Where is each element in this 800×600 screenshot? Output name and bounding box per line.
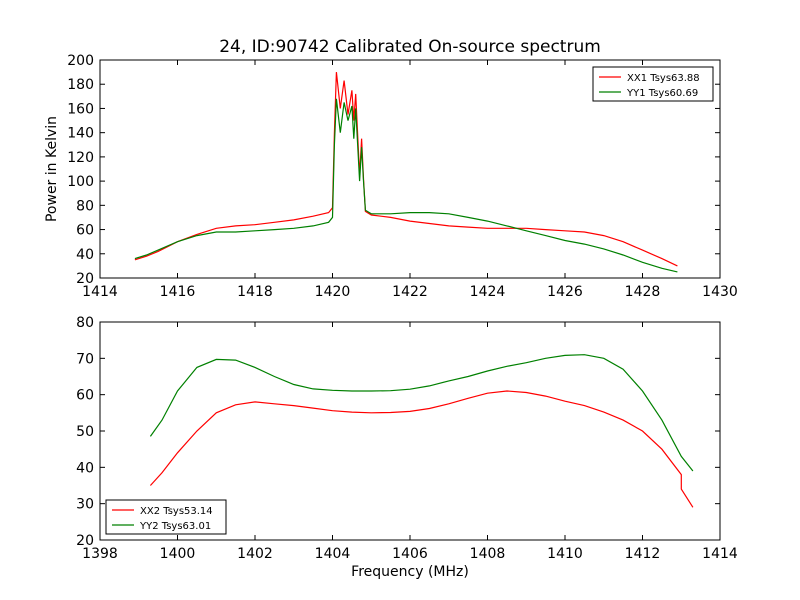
legend: XX1 Tsys63.88 YY1 Tsys60.69: [592, 66, 714, 102]
x-tick-label: 1398: [82, 546, 118, 562]
top-panel: 1414 1416 1418 1420 1422 1424 1426 1428 1430 20 40…: [67, 53, 738, 300]
y-tick-label: 20: [76, 271, 94, 287]
y-tick-label: 200: [67, 53, 94, 69]
y-tick-label: 50: [76, 424, 94, 440]
legend: XX2 Tsys53.14 YY2 Tsys63.01: [105, 499, 227, 535]
x-tick-label: 1406: [392, 546, 428, 562]
x-tick-label: 1420: [315, 284, 351, 300]
y-tick-label: 60: [76, 223, 94, 239]
x-tick-label: 1410: [547, 546, 583, 562]
series-line-xx: [149, 390, 694, 508]
x-tick-label: 1408: [470, 546, 506, 562]
x-tick-label: 1400: [160, 546, 196, 562]
x-tick-label: 1414: [82, 284, 118, 300]
y-tick-label: 100: [67, 174, 94, 190]
x-tick-label: 1412: [625, 546, 661, 562]
x-tick-label: 1422: [392, 284, 428, 300]
y-tick-label: 120: [67, 150, 94, 166]
x-tick-label: 1428: [625, 284, 661, 300]
x-tick-label: 1414: [702, 546, 738, 562]
y-tick-label: 60: [76, 388, 94, 404]
legend-entry: XX1 Tsys63.88: [627, 73, 700, 84]
x-tick-label: 1404: [315, 546, 351, 562]
y-tick-label: 40: [76, 460, 94, 476]
legend-entry: YY1 Tsys60.69: [626, 88, 698, 99]
legend-entry: XX2 Tsys53.14: [140, 506, 213, 517]
x-tick-label: 1424: [470, 284, 506, 300]
x-tick-label: 1426: [547, 284, 583, 300]
legend-box: [105, 499, 227, 535]
y-tick-label: 80: [76, 315, 94, 331]
y-tick-label: 20: [76, 533, 94, 549]
y-tick-label: 30: [76, 497, 94, 513]
y-tick-label: 70: [76, 351, 94, 367]
legend-box: [592, 66, 714, 102]
y-tick-label: 160: [67, 101, 94, 117]
series-line-yy: [134, 98, 678, 273]
y-axis-label: Power in Kelvin: [44, 116, 60, 222]
chart-title: 24, ID:90742 Calibrated On-source spectr…: [219, 37, 601, 57]
x-tick-label: 1430: [702, 284, 738, 300]
y-tick-label: 80: [76, 198, 94, 214]
x-axis-label: Frequency (MHz): [351, 564, 469, 580]
series-line-yy: [149, 354, 694, 472]
x-tick-label: 1416: [160, 284, 196, 300]
x-tick-label: 1418: [237, 284, 273, 300]
legend-entry: YY2 Tsys63.01: [139, 521, 211, 532]
y-tick-label: 140: [67, 126, 94, 142]
y-tick-label: 40: [76, 247, 94, 263]
y-tick-label: 180: [67, 77, 94, 93]
x-tick-label: 1402: [237, 546, 273, 562]
bottom-panel: 1398 1400 1402 1404 1406 1408 1410 1412 1414 20 30…: [76, 315, 738, 562]
